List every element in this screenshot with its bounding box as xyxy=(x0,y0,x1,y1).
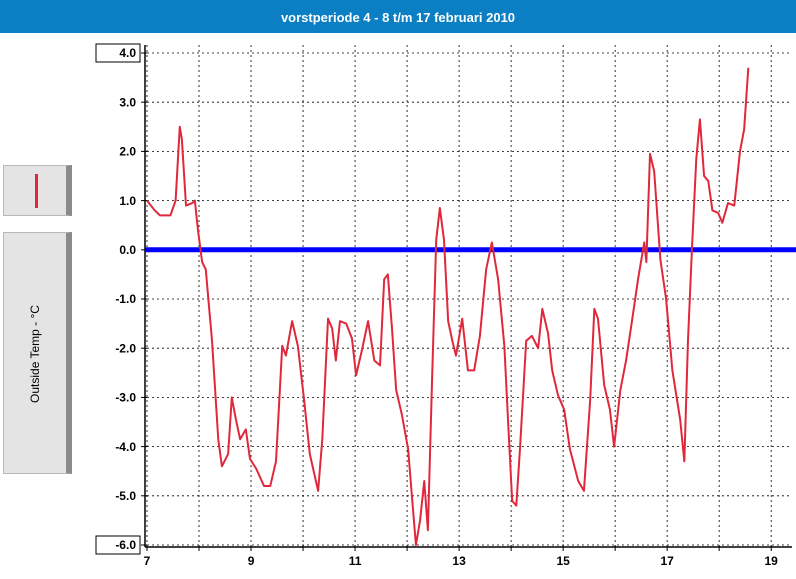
y-tick-label: -3.0 xyxy=(115,391,136,405)
y-tick-label: 4.0 xyxy=(119,46,136,60)
x-tick-label: 13 xyxy=(452,554,466,568)
legend-button[interactable] xyxy=(3,165,72,216)
y-tick-label: 3.0 xyxy=(119,95,136,109)
title-bar: vorstperiode 4 - 8 t/m 17 februari 2010 xyxy=(0,0,796,33)
y-tick-label: -2.0 xyxy=(115,341,136,355)
x-tick-label: 9 xyxy=(248,554,255,568)
y-tick-label: -5.0 xyxy=(115,489,136,503)
y-tick-box xyxy=(95,535,141,555)
x-tick-label: 7 xyxy=(144,554,151,568)
y-tick-label: -1.0 xyxy=(115,292,136,306)
data-line xyxy=(146,67,750,546)
x-tick-label: 15 xyxy=(556,554,570,568)
x-tick-label: 17 xyxy=(660,554,674,568)
x-tick-label: 19 xyxy=(765,554,779,568)
y-tick-label: -4.0 xyxy=(115,440,136,454)
y-tick-label: 0.0 xyxy=(119,243,136,257)
y-tick-box xyxy=(95,43,141,63)
series-button[interactable]: Outside Temp - °C xyxy=(3,232,72,474)
y-tick-label: 2.0 xyxy=(119,145,136,159)
y-tick-label: 1.0 xyxy=(119,194,136,208)
x-tick-label: 11 xyxy=(349,554,362,568)
legend-swatch xyxy=(35,174,38,208)
y-tick-label: -6.0 xyxy=(115,538,136,552)
